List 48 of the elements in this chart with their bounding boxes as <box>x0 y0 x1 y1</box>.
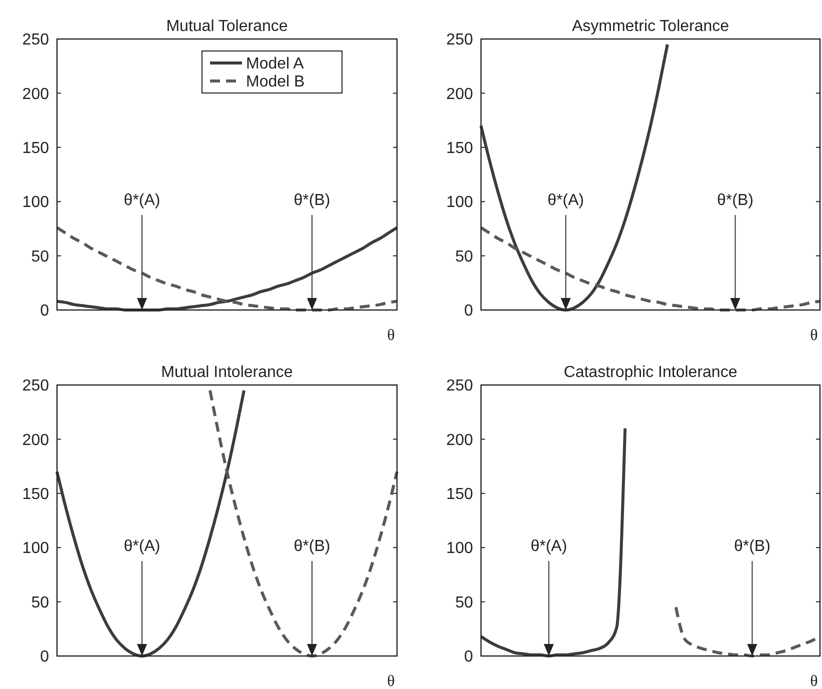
y-tick-label: 100 <box>22 194 50 212</box>
line-series <box>56 388 246 658</box>
y-tick-label: 50 <box>455 248 474 266</box>
annotation: θ*(A) <box>124 538 160 555</box>
y-tick-label: 250 <box>446 378 474 395</box>
y-tick-label: 150 <box>446 140 474 157</box>
y-tick-label: 50 <box>455 594 474 612</box>
y-tick-label: 0 <box>40 648 50 666</box>
y-tick-label: 100 <box>446 194 474 212</box>
x-axis-title: θ <box>810 327 818 344</box>
line-series <box>480 426 627 658</box>
annotation: θ*(B) <box>734 538 770 555</box>
y-tick-label: 100 <box>446 540 474 558</box>
y-tick-label: 250 <box>22 32 50 49</box>
legend-label: Model B <box>246 74 305 91</box>
y-tick-label: 100 <box>22 540 50 558</box>
x-axis-title: θ <box>387 327 395 344</box>
y-tick-label: 50 <box>31 594 50 612</box>
y-tick-label: 200 <box>22 86 50 103</box>
chart-title: Catastrophic Intolerance <box>564 364 738 381</box>
chart-title: Mutual Tolerance <box>166 18 288 35</box>
y-tick-label: 50 <box>31 248 50 266</box>
annotation: θ*(B) <box>294 192 330 209</box>
y-tick-label: 200 <box>22 432 50 449</box>
y-tick-label: 250 <box>22 378 50 395</box>
y-tick-label: 0 <box>40 302 50 320</box>
y-tick-label: 200 <box>446 86 474 103</box>
annotation: θ*(B) <box>294 538 330 555</box>
line-series <box>56 226 398 312</box>
y-tick-label: 0 <box>464 648 474 666</box>
x-axis-title: θ <box>810 673 818 689</box>
y-tick-label: 150 <box>22 486 50 503</box>
y-tick-label: 0 <box>464 302 474 320</box>
line-series <box>480 226 822 312</box>
y-tick-label: 150 <box>446 486 474 503</box>
annotation: θ*(A) <box>548 192 584 209</box>
annotation: θ*(A) <box>124 192 160 209</box>
annotation: θ*(B) <box>717 192 754 209</box>
line-series <box>480 42 669 312</box>
y-tick-label: 150 <box>22 140 50 157</box>
chart-title: Asymmetric Tolerance <box>572 18 730 35</box>
legend-label: Model A <box>246 56 304 73</box>
annotation: θ*(A) <box>530 538 568 555</box>
y-tick-label: 250 <box>446 32 474 49</box>
chart-title: Mutual Intolerance <box>161 364 293 381</box>
line-series <box>208 388 398 658</box>
x-axis-title: θ <box>387 673 395 689</box>
y-tick-label: 200 <box>446 432 474 449</box>
